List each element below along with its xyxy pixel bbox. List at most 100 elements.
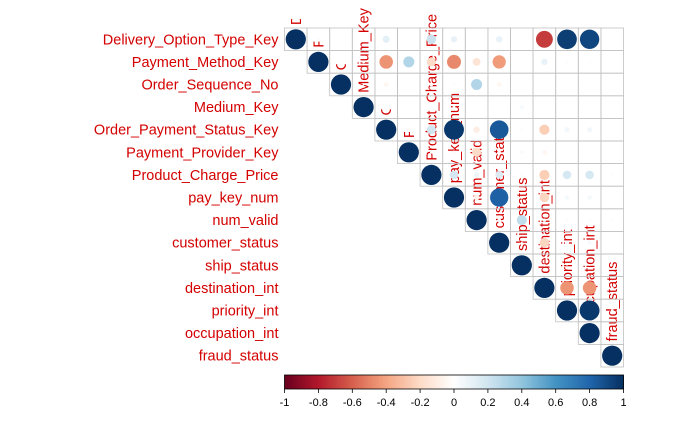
- colorbar-segment: [357, 375, 360, 389]
- row-label-4: Order_Payment_Status_Key: [94, 123, 279, 139]
- colorbar-segment: [396, 375, 399, 389]
- corr-circle-Medium_Key-Medium_Key: [353, 97, 374, 118]
- colorbar-segment: [604, 375, 607, 389]
- corr-circle-Medium_Key-Order_Payment_Status_Key: [384, 105, 388, 109]
- corr-circle-Payment_Method_Key-ship_status: [520, 60, 523, 63]
- colorbar-segment: [387, 375, 390, 389]
- colorbar-segment: [304, 375, 307, 389]
- correlation-circles: [285, 29, 623, 366]
- corr-circle-pay_key_num-destination_int: [539, 192, 550, 203]
- colorbar-segment: [333, 375, 336, 389]
- colorbar-segment: [365, 375, 368, 389]
- colorbar-segment: [516, 375, 519, 389]
- colorbar-segment: [537, 375, 540, 389]
- colorbar-segment: [437, 375, 440, 389]
- column-label-12: priority_int: [560, 229, 576, 296]
- colorbar-segment: [459, 375, 462, 389]
- colorbar-segment: [369, 375, 372, 389]
- row-label-9: customer_status: [172, 236, 278, 252]
- colorbar-segment: [442, 375, 445, 389]
- colorbar-segment: [408, 375, 411, 389]
- colorbar-segment: [455, 375, 458, 389]
- colorbar-segment: [577, 375, 580, 389]
- corr-circle-Order_Sequence_No-ship_status: [521, 83, 523, 86]
- row-label-14: fraud_status: [199, 349, 279, 365]
- corr-circle-Medium_Key-num_valid: [475, 106, 478, 109]
- corr-circle-occupation_int-occupation_int: [579, 323, 600, 344]
- corr-circle-Medium_Key-destination_int: [543, 106, 546, 109]
- colorbar-segment: [486, 375, 489, 389]
- colorbar-segment: [350, 375, 353, 389]
- corr-circle-Order_Sequence_No-priority_int: [566, 83, 568, 86]
- colorbar-segment: [454, 375, 457, 389]
- row-label-11: destination_int: [185, 281, 279, 297]
- colorbar-segment: [559, 375, 562, 389]
- colorbar-segment: [404, 375, 407, 389]
- colorbar-tick-label-3: -0.4: [377, 397, 396, 409]
- colorbar-segment: [413, 375, 416, 389]
- colorbar-segment: [430, 375, 433, 389]
- colorbar-segment: [531, 375, 535, 389]
- row-label-0: Delivery_Option_Type_Key: [103, 32, 279, 48]
- corr-circle-Payment_Method_Key-occupation_int: [588, 60, 592, 64]
- colorbar-segment: [394, 375, 397, 389]
- colorbar-segment: [599, 375, 602, 389]
- colorbar-segment: [384, 375, 387, 389]
- corr-circle-Order_Sequence_No-Payment_Provider_Key: [408, 83, 410, 86]
- colorbar-tick-label-4: -0.2: [411, 397, 430, 409]
- colorbar-segment: [576, 375, 579, 389]
- colorbar-segment: [482, 375, 485, 389]
- colorbar-segment: [515, 375, 518, 389]
- colorbar-segment: [330, 375, 333, 389]
- column-label-11: destination_int: [537, 180, 553, 274]
- corr-circle-Payment_Provider_Key-destination_int: [542, 150, 547, 155]
- colorbar-segment: [303, 375, 306, 389]
- colorbar-segment: [372, 375, 375, 389]
- colorbar-segment: [503, 375, 506, 389]
- colorbar-segment: [416, 375, 419, 389]
- row-labels: Delivery_Option_Type_Key Payment_Method_K…: [94, 32, 279, 364]
- colorbar-segment: [447, 375, 450, 389]
- colorbar-segment: [445, 375, 448, 389]
- corr-circle-Order_Sequence_No-pay_key_num: [452, 83, 456, 86]
- colorbar-segment: [481, 375, 484, 389]
- colorbar-segment: [564, 375, 567, 389]
- corr-circle-num_valid-ship_status: [516, 215, 527, 226]
- colorbar-tick-label-7: 0.4: [514, 397, 529, 409]
- corr-circle-priority_int-priority_int: [556, 300, 578, 321]
- corr-circle-Medium_Key-customer_status: [498, 106, 501, 109]
- colorbar-segment: [338, 375, 341, 389]
- colorbar-segment: [391, 375, 394, 389]
- corr-circle-Delivery_Option_Type_Key-ship_status: [521, 38, 523, 40]
- colorbar-tick-label-10: 1: [620, 397, 626, 409]
- column-label-1: Payment_Method_Key: [311, 0, 327, 48]
- colorbar-segment: [598, 375, 601, 389]
- colorbar-segment: [484, 375, 487, 389]
- colorbar-tick-label-2: -0.6: [343, 397, 362, 409]
- corr-circle-Payment_Method_Key-Medium_Key: [362, 60, 366, 64]
- colorbar-segment: [418, 375, 421, 389]
- colorbar-segment: [615, 375, 618, 389]
- colorbar-segment: [474, 375, 477, 389]
- colorbar-segment: [574, 375, 577, 389]
- colorbar-segment: [401, 375, 404, 389]
- colorbar-segment: [421, 375, 424, 389]
- colorbar-segment: [298, 375, 301, 389]
- colorbar-segment: [428, 375, 431, 389]
- colorbar-segment: [370, 375, 374, 389]
- corr-circle-Delivery_Option_Type_Key-pay_key_num: [450, 36, 458, 43]
- column-label-0: Delivery_Option_Type_Key: [289, 0, 305, 25]
- colorbar-segment: [289, 375, 292, 389]
- row-label-2: Order_Sequence_No: [141, 78, 278, 94]
- colorbar-tick-label-0: -1: [280, 397, 290, 409]
- corr-circle-Payment_Method_Key-num_valid: [472, 57, 481, 66]
- column-label-14: fraud_status: [605, 262, 621, 342]
- colorbar-segment: [399, 375, 402, 389]
- colorbar-segment: [315, 375, 318, 389]
- colorbar-segment: [518, 375, 521, 389]
- corr-circle-Delivery_Option_Type_Key-Product_Charge_Price: [426, 34, 437, 45]
- colorbar-segment: [587, 375, 590, 389]
- column-label-5: Payment_Provider_Key: [402, 0, 418, 138]
- colorbar-segment: [494, 375, 497, 389]
